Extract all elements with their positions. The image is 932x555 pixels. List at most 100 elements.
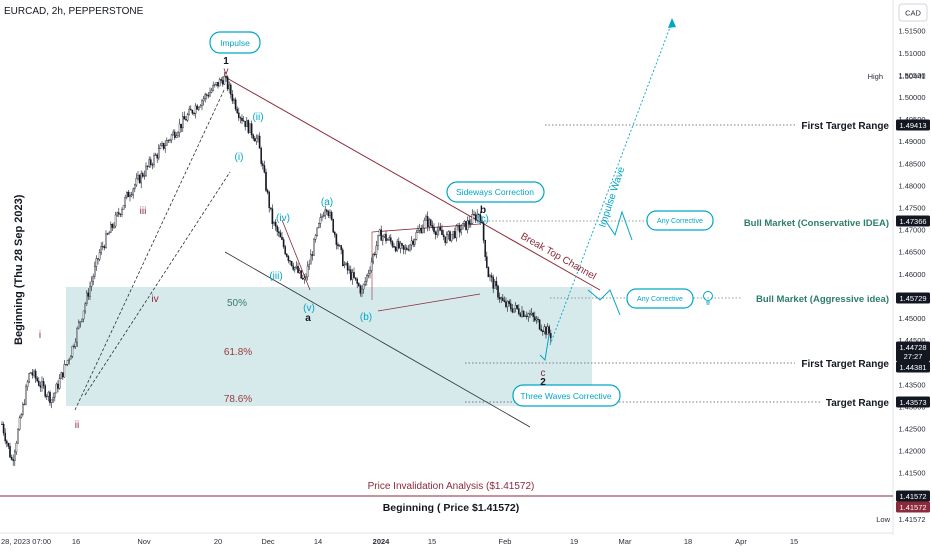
- candle-body: [356, 278, 359, 284]
- candle-body: [311, 254, 314, 256]
- candle-body: [279, 232, 282, 238]
- candle-body: [210, 89, 213, 93]
- price-tick-label: 1.50500: [898, 71, 925, 80]
- three-waves-callout-text: Three Waves Corrective: [520, 391, 612, 401]
- fib-786-label: 78.6%: [224, 394, 252, 405]
- low-value: 1.41572: [898, 515, 925, 524]
- candle-body: [191, 109, 194, 114]
- candle-body: [178, 123, 181, 133]
- sideways-callout: Sideways Correction: [446, 181, 545, 203]
- candle-body: [237, 112, 240, 118]
- candle-body: [519, 313, 522, 317]
- candle-body: [350, 269, 352, 280]
- candle-body: [334, 231, 336, 235]
- candle-body: [20, 414, 23, 419]
- candle-body: [412, 240, 415, 245]
- candle-body: [101, 246, 104, 248]
- candle-body: [503, 300, 506, 302]
- countdown-tag-box: [896, 350, 930, 362]
- candle-body: [122, 205, 125, 210]
- candle-body: [378, 229, 381, 236]
- candle-body: [534, 316, 536, 321]
- candle-body: [335, 234, 338, 245]
- candle-body: [52, 397, 54, 401]
- candle-body: [34, 370, 37, 379]
- candle-body: [55, 383, 58, 394]
- target-range-label: Target Range: [826, 398, 890, 409]
- candle-body: [242, 120, 245, 122]
- candle-body: [345, 262, 347, 265]
- wave-iii-label: iii: [140, 206, 147, 217]
- candle-body: [22, 403, 24, 415]
- candle-body: [402, 245, 405, 250]
- candle-body: [218, 79, 221, 87]
- candle-body: [193, 112, 195, 114]
- candle-body: [278, 231, 280, 234]
- candle-body: [292, 265, 295, 270]
- candle-body: [180, 123, 183, 129]
- candle-body: [415, 232, 418, 240]
- candle-body: [321, 216, 323, 218]
- candle-body: [305, 276, 307, 279]
- candle-body: [450, 234, 453, 241]
- candle-body: [255, 137, 258, 142]
- candle-body: [181, 116, 184, 129]
- candle-body: [385, 234, 387, 242]
- candle-body: [474, 214, 477, 221]
- candle-body: [36, 378, 38, 382]
- candle-body: [326, 209, 328, 212]
- fib-50-label: 50%: [227, 298, 247, 309]
- candle-body: [141, 173, 144, 177]
- candle-body: [50, 399, 53, 404]
- candle-body: [138, 175, 141, 184]
- candle-body: [159, 145, 162, 149]
- candle-body: [532, 312, 534, 317]
- currency-button[interactable]: [898, 3, 928, 22]
- candle-body: [548, 326, 550, 334]
- candle-body: [425, 216, 427, 221]
- invalidation-tag-red-box: [896, 501, 930, 513]
- candle-body: [452, 231, 455, 235]
- candle-body: [529, 313, 531, 315]
- candle-body: [377, 235, 379, 247]
- candle-body: [398, 241, 400, 249]
- candle-body: [367, 273, 370, 276]
- candle-body: [161, 142, 163, 146]
- candle-body: [44, 385, 46, 397]
- candle-body: [194, 105, 197, 114]
- impulse-wave-arrowhead: [668, 18, 676, 28]
- wave-paren-b-label: (b): [360, 312, 372, 323]
- candle-body: [135, 177, 138, 186]
- candle-body: [351, 272, 354, 280]
- candle-body: [366, 275, 368, 282]
- first-target-tag: 1.49413: [899, 121, 926, 130]
- price-tick-label: 1.43500: [898, 380, 925, 389]
- candle-body: [9, 446, 11, 458]
- candle-body: [343, 264, 346, 266]
- candle-body: [481, 220, 483, 223]
- first-target-low-tag: 1.44381: [899, 363, 926, 372]
- candle-body: [329, 212, 331, 216]
- wave-paren-v-label: (v): [303, 303, 315, 314]
- candle-body: [324, 209, 327, 216]
- candle-body: [132, 188, 135, 195]
- wave-paren-i-label: (i): [235, 152, 244, 163]
- candle-body: [23, 403, 26, 405]
- candle-body: [422, 227, 424, 234]
- candle-body: [374, 254, 376, 256]
- candle-body: [361, 288, 363, 294]
- candle-body: [199, 105, 202, 108]
- wave-paren-c-label: (c): [477, 214, 489, 225]
- candle-body: [170, 134, 173, 141]
- candle-body: [1, 423, 3, 425]
- high-label: High: [868, 72, 883, 81]
- candle-body: [465, 221, 467, 230]
- candle-body: [97, 258, 99, 260]
- candle-body: [358, 283, 360, 287]
- candle-body: [391, 241, 394, 247]
- candle-body: [229, 84, 232, 95]
- candle-body: [518, 308, 520, 315]
- candle-body: [290, 261, 293, 267]
- price-tick-label: 1.48000: [898, 181, 925, 190]
